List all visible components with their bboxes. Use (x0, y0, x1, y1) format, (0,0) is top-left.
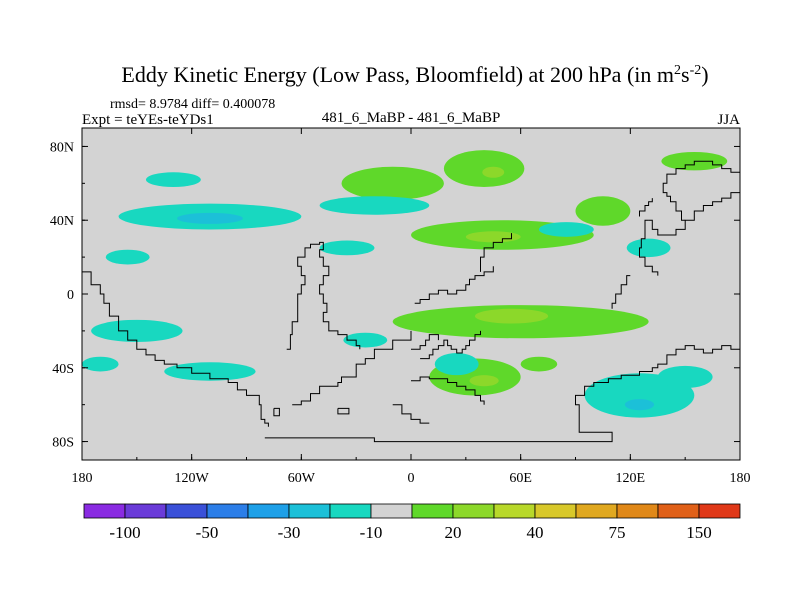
colorbar-swatch (124, 503, 167, 519)
field-south-america-negative (343, 332, 388, 348)
field-new-zealand-negative (657, 365, 713, 389)
coastline-1 (264, 345, 740, 443)
colorbar-label: -100 (109, 523, 140, 542)
colorbar-label: -10 (360, 523, 383, 542)
field-pacific-negative-65n (145, 172, 201, 188)
field-southern-pacific-negative-2 (82, 356, 119, 372)
title-main: Eddy Kinetic Energy (Low Pass, Bloomfiel… (121, 62, 674, 87)
coastline-4 (411, 376, 485, 405)
title-unit-s: s (681, 62, 690, 87)
coastline-5 (420, 330, 481, 360)
x-tick-label: 120E (616, 471, 646, 486)
colorbar-label: 75 (609, 523, 626, 542)
colorbar-swatch (575, 503, 618, 519)
coastline-14 (392, 404, 430, 424)
x-tick-label: 0 (408, 471, 415, 486)
field-australia-negative-core (624, 399, 655, 411)
x-tick-label: 180 (730, 471, 751, 486)
field-eurasia-core-70n (482, 166, 505, 178)
colorbar-swatch (83, 503, 126, 519)
field-east-asia-negative (626, 238, 671, 258)
y-axis: 80N 40N 0 40S 80S (50, 140, 740, 451)
field-east-asia-negative-2 (538, 222, 594, 237)
colorbar-swatch (616, 503, 659, 519)
field-south-indian-core (474, 308, 549, 324)
field-south-atlantic-core (469, 375, 499, 387)
coastline-10 (639, 219, 659, 276)
colorbar-label: -50 (196, 523, 219, 542)
coastline-8 (480, 233, 512, 272)
field-atlantic-negative-50n (319, 196, 430, 215)
y-tick-label: 80N (50, 140, 74, 155)
coastline-13 (639, 198, 653, 217)
colorbar-swatch (493, 503, 536, 519)
colorbar-swatch (247, 503, 290, 519)
coastline-6 (411, 334, 439, 350)
field-central-asia-core (465, 231, 521, 243)
colorbar-swatch (329, 503, 372, 519)
title-sup-1: 2 (674, 63, 681, 78)
field-pacific-negative-core (177, 212, 243, 224)
field-north-atlantic-positive (341, 166, 444, 200)
x-tick-label: 120W (175, 471, 210, 486)
colorbar-swatch (165, 503, 208, 519)
y-tick-label: 0 (67, 288, 74, 303)
stats-label: rmsd= 8.9784 diff= 0.400078 (110, 97, 275, 112)
colorbar-label: 40 (527, 523, 544, 542)
colorbar-swatch (370, 503, 413, 519)
coastline-11 (611, 275, 631, 309)
field-southern-ocean-negative-40s (164, 362, 256, 381)
x-tick-label: 60W (288, 471, 316, 486)
center-label: 481_6_MaBP - 481_6_MaBP (322, 110, 501, 126)
coastline-12 (662, 160, 740, 221)
y-tick-label: 40S (52, 362, 74, 377)
field-east-asia-positive (575, 196, 631, 226)
colorbar-swatch (411, 503, 454, 519)
colorbar-swatch (534, 503, 577, 519)
island-1 (337, 407, 350, 415)
coastline-3 (286, 241, 361, 350)
season-label: JJA (717, 112, 740, 128)
x-axis: 180 120W 60W 0 60E 120E 180 (72, 128, 751, 486)
map-plot: 180 120W 60W 0 60E 120E 180 80N 40N 0 40S 80S (50, 127, 751, 486)
coastline-layer (82, 160, 740, 443)
field-southern-pacific-negative (91, 319, 183, 342)
field-pacific-negative-40n-west (105, 249, 150, 265)
field-mid-atlantic-negative (319, 240, 375, 256)
colorbar-label: 20 (445, 523, 462, 542)
colorbar-label: -30 (278, 523, 301, 542)
colorbar-swatch (698, 503, 741, 519)
field-layer (82, 150, 728, 418)
x-tick-label: 60E (509, 471, 532, 486)
coastline-0 (82, 271, 269, 427)
chart-title: Eddy Kinetic Energy (Low Pass, Bloomfiel… (121, 62, 708, 87)
y-tick-label: 80S (52, 436, 74, 451)
title-close: ) (701, 62, 708, 87)
field-southern-ocean-positive (520, 356, 558, 372)
colorbar-swatch (288, 503, 331, 519)
field-south-africa-negative (434, 353, 479, 376)
coastline-9 (648, 187, 740, 236)
colorbar-swatch (452, 503, 495, 519)
title-sup-2: -2 (690, 63, 702, 78)
colorbar-swatch (206, 503, 249, 519)
colorbar-swatch (657, 503, 700, 519)
field-eurasia-positive-70n (443, 150, 525, 188)
island-0 (273, 407, 280, 417)
y-tick-label: 40N (50, 214, 74, 229)
x-tick-label: 180 (72, 471, 93, 486)
coastline-7 (414, 266, 494, 304)
coastline-2 (292, 330, 412, 406)
colorbar-label: 150 (686, 523, 712, 542)
expt-label: Expt = teYEs-teYDs1 (82, 112, 214, 128)
colorbar: -100 -50 -30 -10 20 40 75 150 (83, 503, 741, 542)
